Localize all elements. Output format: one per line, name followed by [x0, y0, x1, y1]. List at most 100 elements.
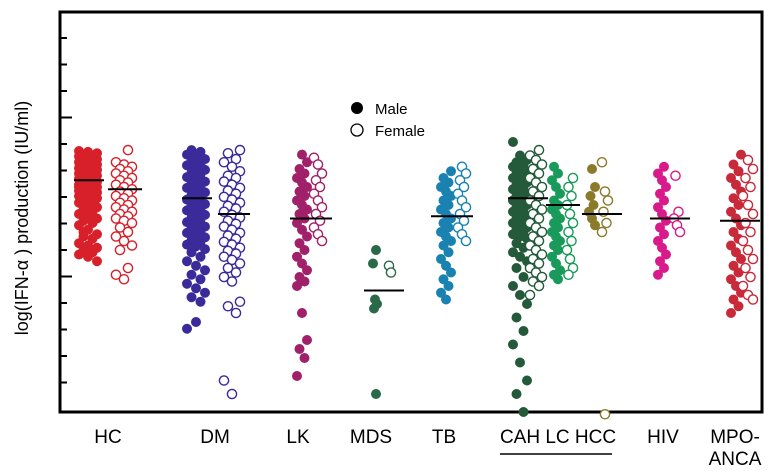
data-point — [537, 227, 546, 236]
data-point — [587, 164, 597, 174]
data-point — [191, 261, 201, 271]
data-points — [74, 137, 758, 419]
data-point — [603, 196, 612, 205]
data-point — [537, 205, 546, 214]
data-point — [371, 245, 381, 255]
data-point — [564, 182, 573, 191]
data-point — [292, 281, 302, 291]
data-point — [537, 272, 546, 281]
data-point — [515, 358, 525, 368]
data-point — [444, 281, 454, 291]
data-point — [441, 295, 451, 305]
data-point — [512, 389, 522, 399]
x-label: MPO- — [710, 427, 760, 448]
data-point — [738, 281, 747, 290]
data-point — [741, 263, 750, 272]
data-point — [537, 182, 546, 191]
data-point — [200, 265, 210, 275]
data-point — [602, 218, 611, 227]
data-point — [297, 308, 307, 318]
x-label: HIV — [647, 427, 679, 448]
data-point — [736, 254, 746, 264]
x-label: MDS — [350, 427, 392, 448]
x-label: DM — [200, 427, 230, 448]
legend-female-marker — [351, 124, 363, 136]
data-point — [88, 205, 98, 215]
data-point — [525, 290, 534, 299]
data-point — [519, 272, 529, 282]
data-point — [187, 270, 197, 280]
data-point — [235, 146, 244, 155]
data-point — [369, 304, 379, 314]
data-point — [519, 326, 529, 336]
data-point — [567, 236, 576, 245]
legend-male-marker — [351, 102, 363, 114]
legend-female-label: Female — [375, 123, 425, 140]
data-point — [313, 160, 322, 169]
data-point — [446, 166, 456, 176]
data-point — [74, 250, 84, 260]
x-label: ANCA — [709, 449, 762, 470]
x-label: HC — [94, 427, 121, 448]
data-point — [726, 308, 736, 318]
data-point — [191, 283, 201, 293]
data-point — [748, 295, 757, 304]
data-point — [235, 259, 244, 268]
data-point — [738, 236, 747, 245]
data-point — [590, 182, 600, 192]
data-point — [534, 259, 543, 268]
data-point — [534, 281, 543, 290]
data-point — [508, 137, 518, 147]
data-point — [196, 274, 206, 284]
data-point — [512, 313, 522, 323]
data-point — [508, 340, 518, 350]
data-point — [182, 324, 192, 334]
data-point — [115, 245, 124, 254]
x-label: CAH LC HCC — [500, 427, 616, 448]
data-point — [519, 407, 529, 417]
data-point — [386, 268, 395, 277]
data-point — [223, 149, 232, 158]
data-point — [368, 259, 378, 269]
data-point — [302, 335, 312, 345]
data-point — [597, 158, 606, 167]
data-point — [743, 200, 752, 209]
data-point — [79, 227, 89, 237]
data-point — [534, 236, 543, 245]
data-point — [600, 410, 609, 419]
data-point — [734, 301, 744, 311]
data-point — [748, 209, 757, 218]
data-point — [534, 214, 543, 223]
data-point — [522, 299, 532, 309]
data-point — [317, 236, 326, 245]
data-point — [565, 209, 574, 218]
data-point — [446, 268, 456, 278]
data-point — [74, 182, 84, 192]
data-point — [83, 252, 93, 262]
data-point — [553, 274, 563, 284]
data-point — [187, 247, 197, 257]
data-point — [235, 297, 244, 306]
data-point — [671, 171, 680, 180]
data-point — [119, 275, 128, 284]
data-point — [597, 227, 606, 236]
data-point — [567, 191, 576, 200]
data-point — [461, 236, 470, 245]
data-point — [300, 245, 310, 255]
data-point — [123, 146, 132, 155]
y-axis-label: log(IFN-α ) production (IU/ml) — [12, 101, 32, 335]
data-point — [223, 302, 232, 311]
data-point — [191, 317, 201, 327]
data-point — [534, 169, 543, 178]
data-point — [123, 263, 132, 272]
data-point — [537, 250, 546, 259]
data-point — [196, 297, 206, 307]
data-point — [564, 270, 573, 279]
data-point — [743, 245, 752, 254]
data-point — [562, 245, 571, 254]
data-point — [564, 227, 573, 236]
data-point — [200, 288, 210, 298]
x-labels: HC DM LK MDS TB CAH LC HCC HIV MPO-ANCA — [94, 427, 761, 470]
data-point — [508, 281, 518, 291]
